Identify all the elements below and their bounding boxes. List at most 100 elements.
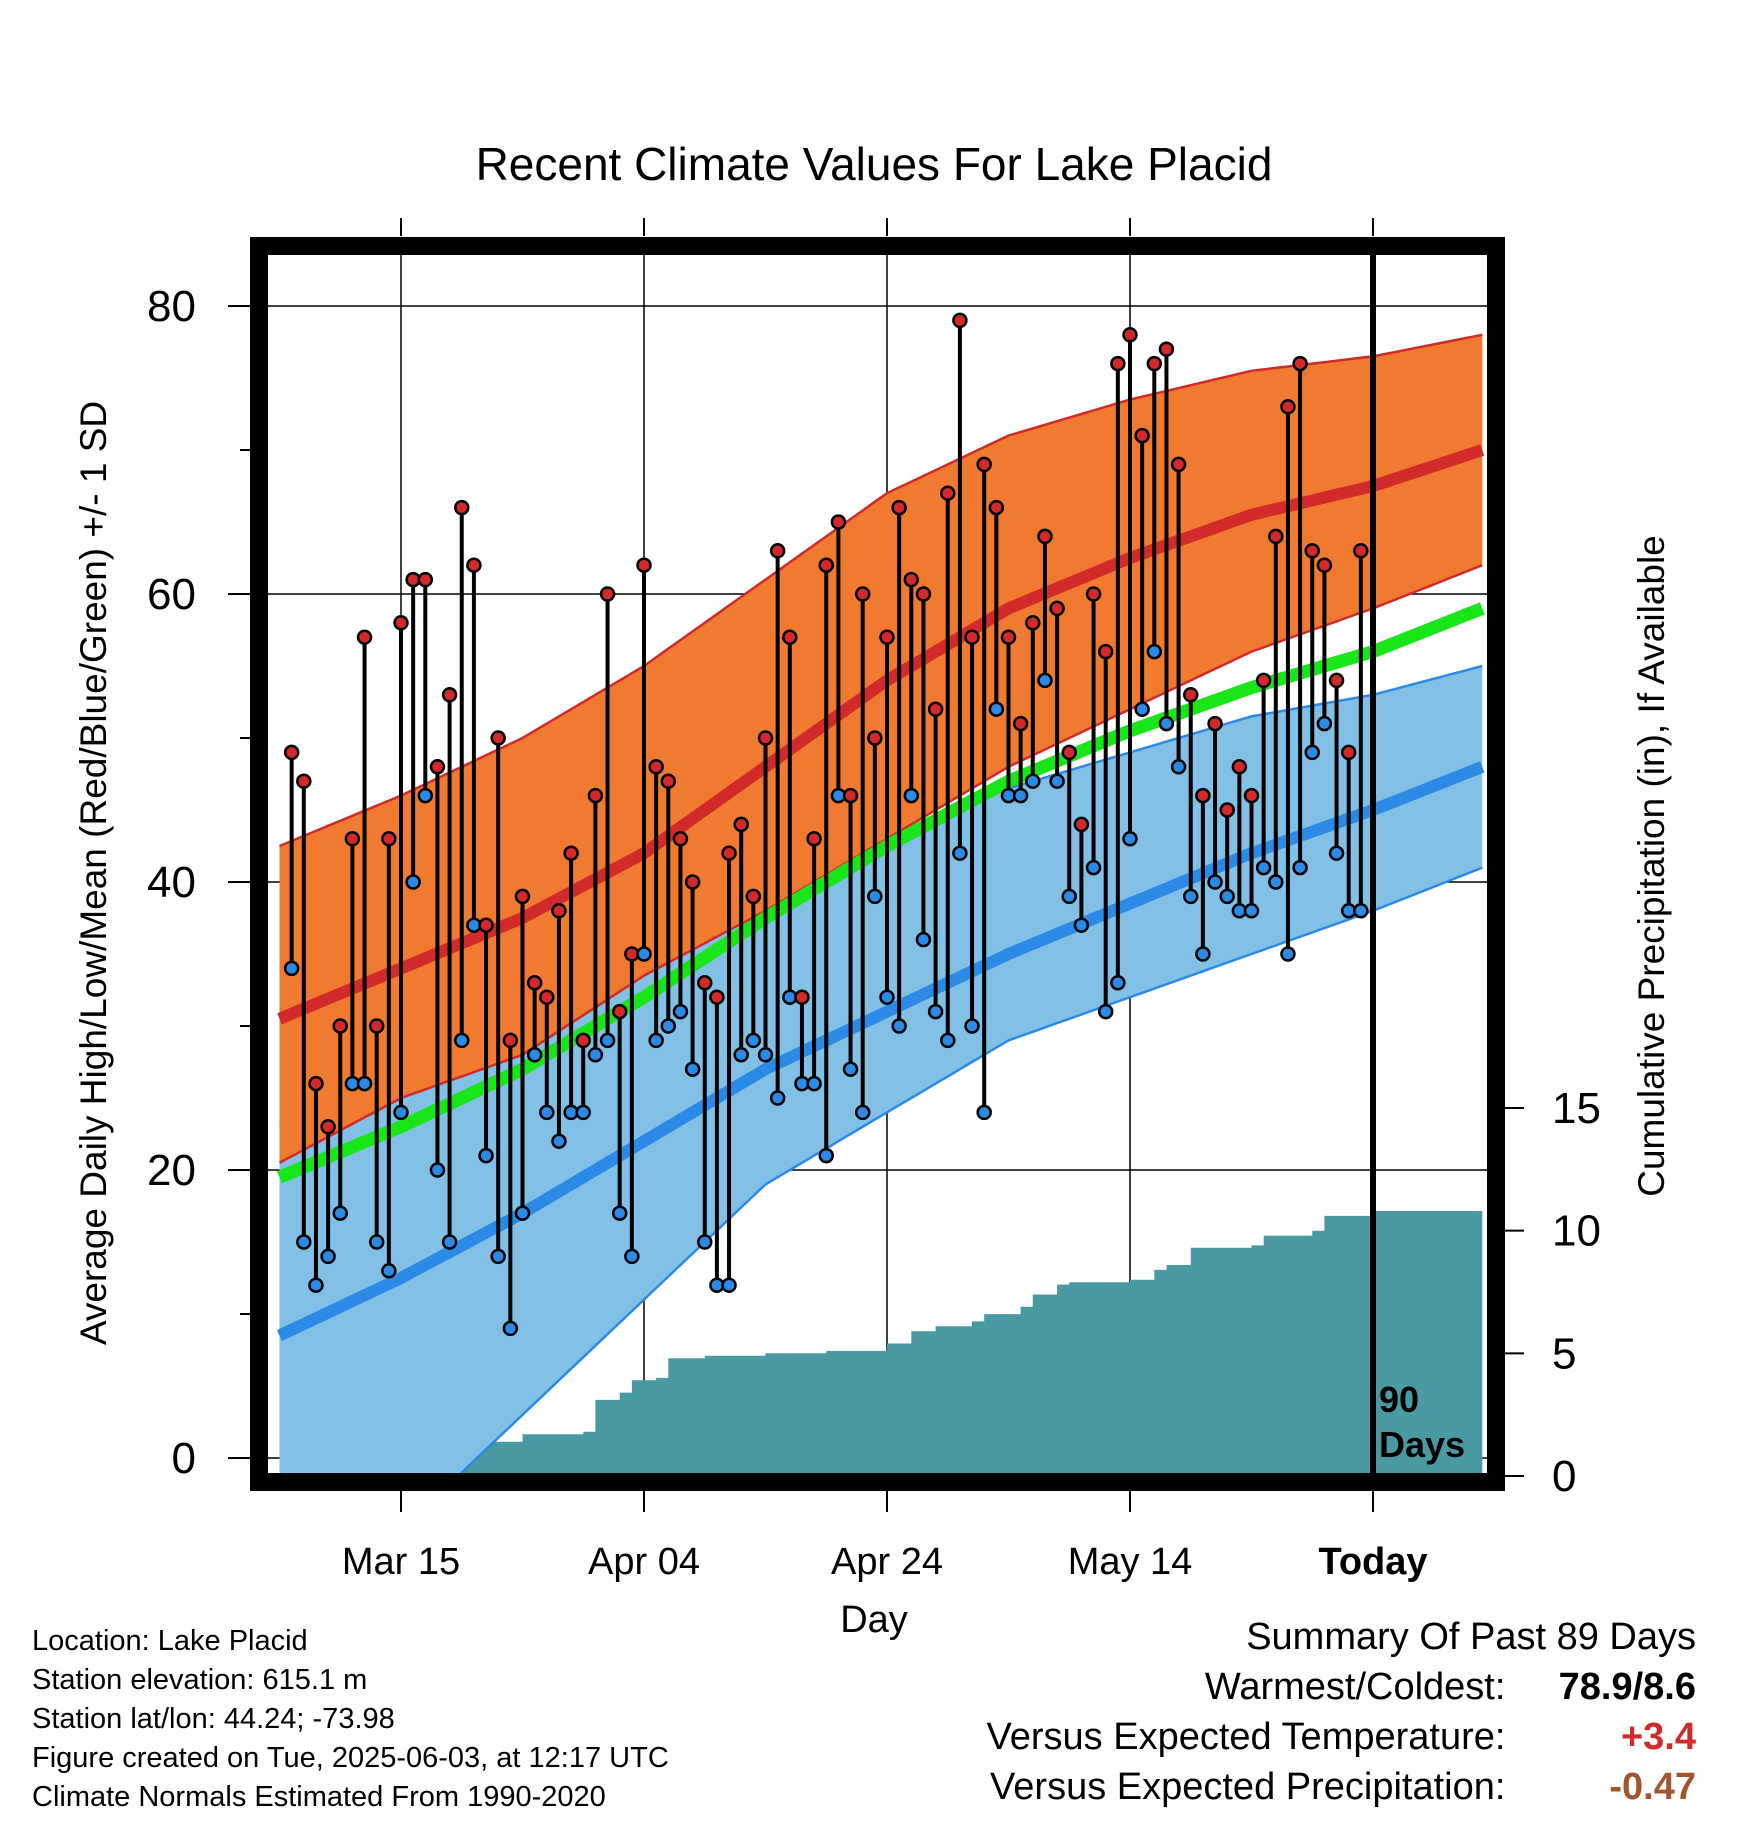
y2-tick-label: 0 [1552, 1452, 1576, 1501]
daily-low-point [988, 701, 1005, 717]
daily-low-point [648, 1032, 664, 1049]
daily-low-point [1049, 773, 1065, 789]
daily-high-point [672, 831, 689, 847]
high-sd-band-upper-edge [279, 333, 1483, 848]
y2-tick-label: 10 [1552, 1207, 1601, 1256]
daily-high-point [575, 1032, 591, 1049]
daily-low-point [539, 1104, 555, 1121]
daily-high-point [344, 831, 361, 847]
latlon-text: Station lat/lon: 44.24; -73.98 [32, 1703, 395, 1735]
daily-high-point [466, 557, 482, 573]
precip-fill [279, 1211, 1483, 1474]
daily-low-point [1207, 874, 1223, 890]
daily-low-point [1085, 859, 1102, 876]
precip-label: Versus Expected Precipitation: [990, 1766, 1506, 1808]
daily-high-point [1061, 744, 1077, 761]
daily-low-point [806, 1075, 822, 1092]
daily-low-point [636, 946, 652, 962]
daily-high-point [1304, 543, 1320, 559]
x-tick-label: May 14 [1068, 1541, 1193, 1583]
warm-cold-value: 78.9/8.6 [1558, 1666, 1696, 1708]
daily-high-point [454, 499, 470, 516]
daily-high-point [502, 1032, 519, 1049]
summary-panel: Summary Of Past 89 Days Warmest/Coldest:… [987, 1612, 1696, 1812]
daily-low-point [1158, 715, 1175, 732]
precip-value: -0.47 [1609, 1766, 1696, 1808]
daily-high-point [1000, 629, 1017, 645]
daily-low-point [624, 1248, 640, 1265]
daily-high-point [1280, 399, 1296, 415]
daily-high-point [830, 514, 847, 530]
daily-high-point [891, 499, 907, 516]
daily-low-point [1268, 874, 1284, 890]
daily-low-point [393, 1104, 409, 1121]
daily-high-point [1073, 816, 1090, 833]
daily-high-point [867, 730, 883, 746]
daily-high-point [332, 1018, 348, 1034]
daily-low-point [575, 1104, 591, 1121]
daily-high-point [721, 845, 737, 861]
x-tick-label: Apr 24 [831, 1541, 943, 1583]
daily-low-point [1219, 888, 1235, 905]
daily-low-point [733, 1047, 749, 1063]
y-tick-label: 0 [172, 1434, 196, 1483]
daily-high-point [818, 557, 834, 573]
daily-high-point [393, 615, 409, 631]
daily-high-point [1146, 355, 1163, 372]
daily-high-point [1097, 643, 1114, 660]
daily-high-point [1085, 586, 1102, 602]
low-sd-band [279, 666, 1483, 1474]
y-tick-label: 60 [147, 570, 196, 619]
today-label-line: Days [1379, 1424, 1465, 1465]
daily-high-point [806, 831, 822, 847]
daily-high-point [697, 975, 713, 991]
daily-high-point [1219, 802, 1235, 818]
daily-low-point [320, 1248, 336, 1265]
daily-high-point [417, 571, 434, 588]
daily-low-point [514, 1205, 531, 1221]
daily-high-point [490, 730, 506, 746]
daily-low-point [283, 960, 300, 977]
daily-low-point [672, 1003, 689, 1020]
daily-low-point [660, 1018, 677, 1034]
daily-low-point [818, 1147, 834, 1164]
summary-temp: Versus Expected Temperature: +3.4 [987, 1712, 1696, 1762]
daily-high-point [952, 312, 968, 329]
daily-high-point [903, 571, 920, 588]
daily-low-point [1195, 946, 1211, 962]
daily-low-point [879, 989, 895, 1005]
daily-low-point [1037, 672, 1053, 689]
daily-low-point [1243, 903, 1260, 919]
chart-title: Recent Climate Values For Lake Placid [476, 138, 1273, 190]
daily-low-point [1073, 917, 1090, 933]
daily-high-point [879, 629, 895, 645]
daily-high-point [1316, 557, 1333, 573]
station-info: Location: Lake Placid Station elevation:… [32, 1622, 669, 1817]
daily-high-point [599, 586, 616, 602]
daily-low-point [1353, 903, 1369, 919]
daily-observations [283, 312, 1369, 1337]
daily-low-point [952, 845, 968, 861]
daily-high-point [1170, 456, 1187, 473]
daily-low-point [854, 1104, 871, 1121]
daily-low-point [296, 1234, 312, 1250]
daily-high-point [660, 773, 677, 789]
created-text: Figure created on Tue, 2025-06-03, at 12… [32, 1742, 669, 1774]
daily-high-point [915, 586, 932, 602]
daily-high-point [636, 557, 652, 573]
daily-low-point [1025, 773, 1041, 789]
daily-high-point [794, 989, 810, 1005]
daily-low-point [405, 874, 421, 890]
daily-low-point [332, 1205, 348, 1221]
daily-high-point [1037, 528, 1053, 545]
daily-high-point [964, 629, 980, 645]
daily-low-point [1255, 859, 1272, 876]
daily-low-point [1183, 888, 1199, 905]
daily-low-point [1061, 888, 1077, 905]
low-sd-band-lower-edge [458, 866, 1483, 1474]
daily-high-point [1231, 759, 1248, 775]
daily-high-point [551, 903, 567, 919]
daily-low-point [1280, 946, 1296, 962]
warm-cold-label: Warmest/Coldest: [1204, 1666, 1506, 1708]
plot-frame [250, 237, 1505, 1491]
